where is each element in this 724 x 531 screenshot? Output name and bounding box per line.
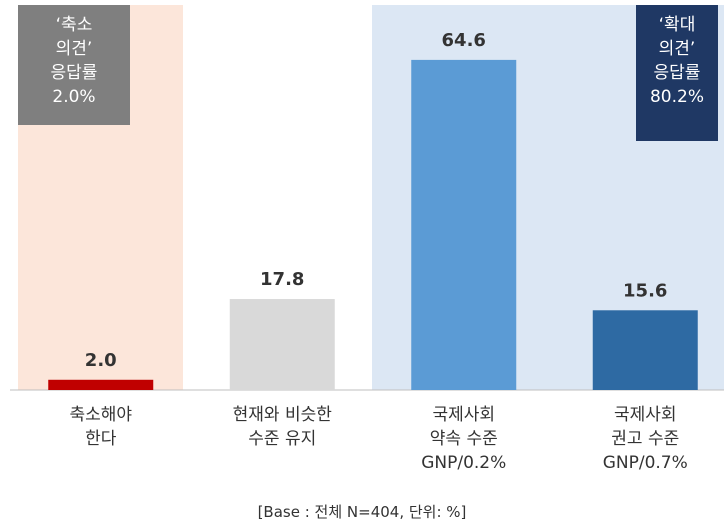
x-tick-label: 축소해야 한다 <box>69 405 132 449</box>
x-tick-label: 국제사회 약속 수준 GNP/0.2% <box>421 405 506 473</box>
expand-annotation: ‘확대 의견’ 응답률 80.2% <box>650 15 704 107</box>
footnote: [Base : 전체 N=404, 단위: %] <box>258 503 467 521</box>
bar <box>411 59 517 390</box>
value-label: 17.8 <box>260 269 304 290</box>
shrink-annotation: ‘축소 의견’ 응답률 2.0% <box>51 15 98 107</box>
expand-box <box>636 5 718 141</box>
value-label: 64.6 <box>442 30 486 51</box>
bar <box>48 379 154 390</box>
bar <box>592 310 698 390</box>
bar <box>229 299 335 390</box>
shrink-box <box>18 5 130 125</box>
value-label: 15.6 <box>623 280 667 301</box>
x-tick-label: 현재와 비슷한 수준 유지 <box>233 405 333 449</box>
value-label: 2.0 <box>85 350 117 371</box>
x-tick-label: 국제사회 권고 수준 GNP/0.7% <box>603 405 688 473</box>
